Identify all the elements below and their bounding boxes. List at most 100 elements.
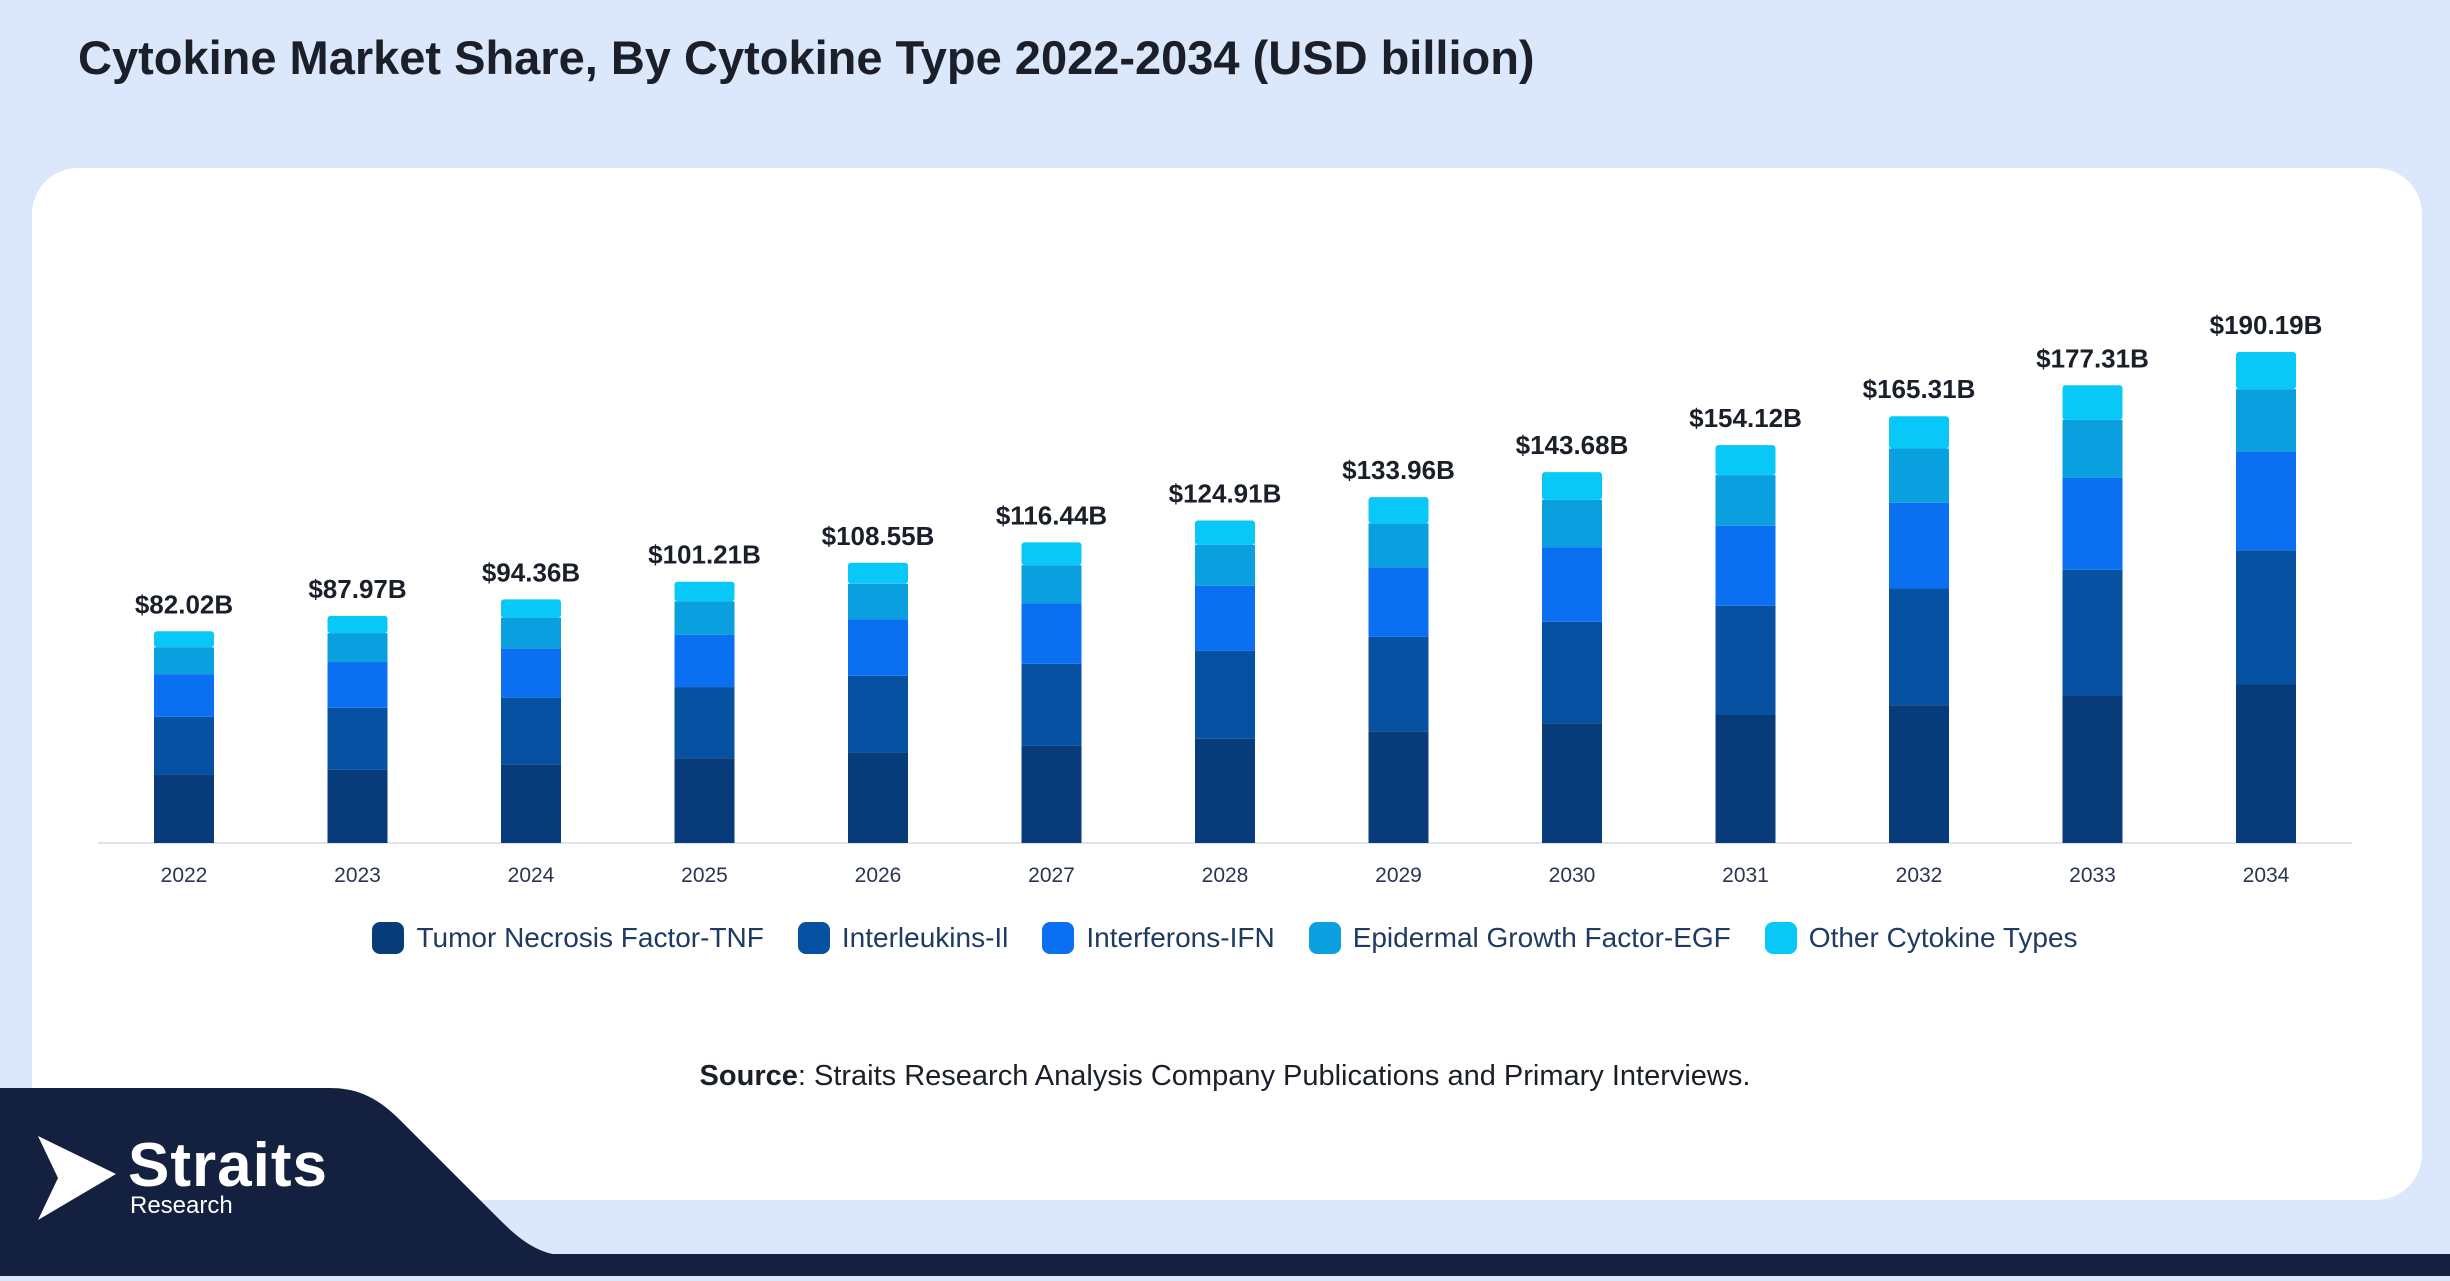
bar-segment-2027-4 [1021, 542, 1082, 566]
bar-total-label-2023: $87.97B [308, 574, 406, 604]
bar-segment-2033-0 [2062, 695, 2123, 843]
bar-total-label-2032: $165.31B [1863, 374, 1976, 404]
bar-segment-2023-4 [327, 615, 388, 634]
bar-segment-2025-3 [674, 601, 735, 635]
bar-segment-2034-2 [2236, 451, 2296, 551]
logo-name: Straits [128, 1131, 328, 1200]
bar-segment-2027-0 [1021, 745, 1082, 843]
bar-total-label-2029: $133.96B [1342, 455, 1455, 485]
bar-segment-2028-1 [1195, 650, 1255, 739]
bar-segment-2022-1 [154, 716, 214, 775]
bar-segment-2034-1 [2236, 550, 2296, 685]
legend-item-4: Other Cytokine Types [1764, 922, 2078, 954]
legend-label: Interleukins-Il [841, 922, 1009, 953]
bar-segment-2028-3 [1195, 544, 1255, 586]
x-tick-label-2027: 2027 [1028, 864, 1075, 887]
bar-segment-2022-2 [154, 674, 214, 717]
bar-segment-2025-0 [674, 758, 735, 843]
bar-total-label-2033: $177.31B [2036, 343, 2149, 373]
legend-item-3: Epidermal Growth Factor-EGF [1308, 922, 1731, 954]
legend-swatch [372, 922, 405, 954]
bar-segment-2023-0 [327, 769, 388, 843]
bar-segment-2033-4 [2062, 385, 2123, 420]
bar-segment-2034-3 [2236, 389, 2296, 452]
bar-segment-2027-3 [1021, 565, 1082, 604]
bar-segment-2030-1 [1542, 621, 1602, 724]
bar-segment-2025-1 [674, 687, 735, 759]
bar-segment-2034-4 [2236, 352, 2296, 390]
x-tick-label-2024: 2024 [508, 864, 555, 887]
legend-item-1: Interleukins-Il [797, 922, 1009, 954]
bar-segment-2025-2 [674, 634, 735, 688]
x-tick-label-2032: 2032 [1896, 864, 1943, 887]
bar-segment-2029-4 [1368, 497, 1429, 524]
bar-segment-2031-3 [1715, 475, 1776, 526]
legend-swatch [797, 922, 830, 954]
bar-segment-2029-3 [1368, 523, 1429, 568]
bar-total-label-2024: $94.36B [482, 557, 580, 587]
bar-segment-2034-0 [2236, 684, 2296, 843]
legend-item-2: Interferons-IFN [1042, 922, 1275, 954]
bar-segment-2027-2 [1021, 603, 1082, 664]
source-note: Source: Straits Research Analysis Compan… [0, 1060, 2450, 1093]
x-tick-label-2026: 2026 [855, 864, 902, 887]
legend-label: Other Cytokine Types [1808, 922, 2078, 953]
bar-segment-2024-2 [501, 648, 561, 698]
bar-total-label-2030: $143.68B [1516, 430, 1629, 460]
bar-segment-2031-1 [1715, 605, 1776, 715]
bar-segment-2024-0 [501, 764, 561, 843]
bar-segment-2026-0 [848, 752, 908, 843]
bar-segment-2031-0 [1715, 714, 1776, 843]
bar-segment-2029-1 [1368, 636, 1429, 732]
bar-segment-2023-3 [327, 633, 388, 663]
x-tick-label-2023: 2023 [334, 864, 381, 887]
bar-segment-2032-1 [1889, 588, 1949, 706]
page-title: Cytokine Market Share, By Cytokine Type … [78, 31, 1535, 84]
logo-subtitle: Research [130, 1192, 233, 1219]
x-tick-label-2025: 2025 [681, 864, 728, 887]
bar-segment-2031-4 [1715, 445, 1776, 476]
bar-total-label-2028: $124.91B [1169, 479, 1282, 509]
bar-segment-2024-4 [501, 599, 561, 618]
bar-segment-2033-1 [2062, 569, 2123, 696]
bar-segment-2024-3 [501, 617, 561, 649]
x-tick-label-2034: 2034 [2243, 864, 2290, 887]
bar-segment-2026-1 [848, 675, 908, 753]
legend-label: Interferons-IFN [1086, 922, 1275, 953]
bar-total-label-2022: $82.02B [135, 589, 233, 619]
bar-segment-2033-3 [2062, 419, 2123, 478]
bar-total-label-2034: $190.19B [2210, 310, 2323, 340]
bar-segment-2026-4 [848, 562, 908, 584]
bar-segment-2031-2 [1715, 525, 1776, 606]
bar-segment-2030-2 [1542, 547, 1602, 622]
footer-shape [0, 1080, 620, 1281]
bar-total-label-2027: $116.44B [996, 500, 1107, 530]
x-tick-label-2022: 2022 [161, 864, 208, 887]
source-label: Source [699, 1060, 798, 1092]
bar-segment-2030-4 [1542, 472, 1602, 500]
x-tick-label-2031: 2031 [1722, 864, 1769, 887]
x-tick-label-2028: 2028 [1202, 864, 1249, 887]
bar-segment-2024-1 [501, 697, 561, 765]
bar-segment-2022-3 [154, 647, 214, 675]
bar-segment-2029-0 [1368, 731, 1429, 843]
bar-segment-2026-3 [848, 583, 908, 620]
footer-band [0, 1254, 2450, 1276]
bar-segment-2033-2 [2062, 477, 2123, 570]
legend-swatch [1308, 922, 1341, 954]
bar-total-label-2026: $108.55B [822, 521, 935, 551]
legend-swatch [1042, 922, 1075, 954]
bar-segment-2022-4 [154, 631, 214, 648]
bar-segment-2028-0 [1195, 738, 1255, 843]
legend-label: Tumor Necrosis Factor-TNF [416, 922, 764, 953]
bar-segment-2030-0 [1542, 723, 1602, 843]
bar-segment-2023-1 [327, 707, 388, 770]
legend-label: Epidermal Growth Factor-EGF [1352, 922, 1731, 953]
bar-segment-2023-2 [327, 662, 388, 708]
bar-total-label-2025: $101.21B [648, 540, 761, 570]
bar-segment-2030-3 [1542, 499, 1602, 548]
legend-item-0: Tumor Necrosis Factor-TNF [372, 922, 764, 954]
bar-segment-2029-2 [1368, 567, 1429, 637]
x-tick-label-2030: 2030 [1549, 864, 1596, 887]
bar-segment-2032-2 [1889, 502, 1949, 589]
